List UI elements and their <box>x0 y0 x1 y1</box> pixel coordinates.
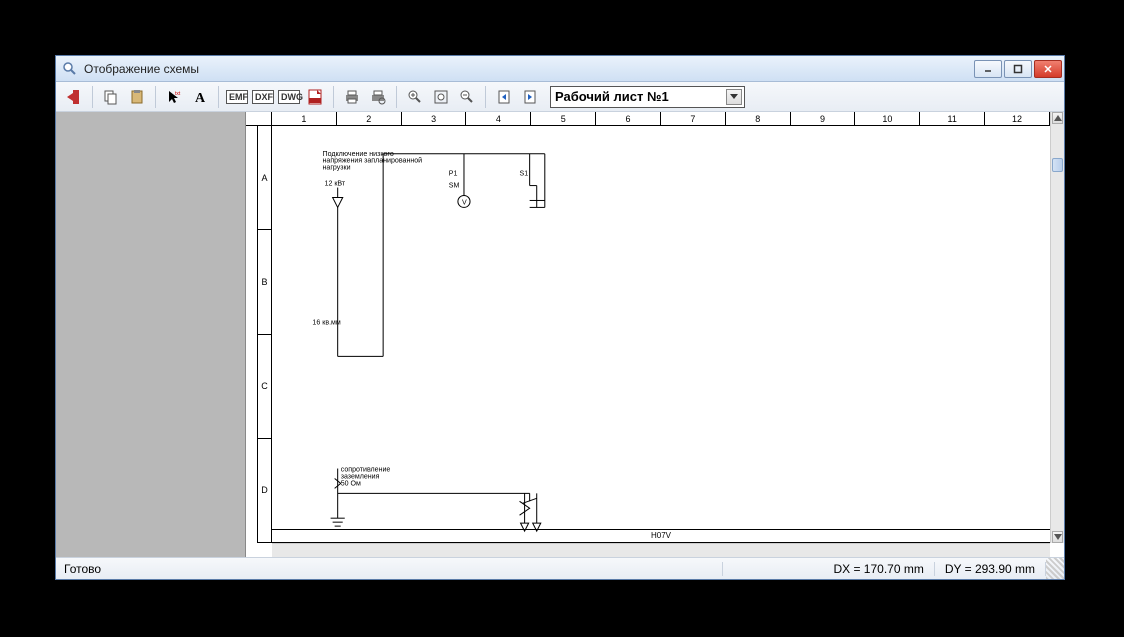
app-window: Отображение схемы txt A <box>55 55 1065 580</box>
copy-button[interactable] <box>99 85 123 109</box>
statusbar: Готово DX = 170.70 mm DY = 293.90 mm <box>56 557 1064 579</box>
scroll-down-icon[interactable] <box>1052 531 1063 543</box>
exit-button[interactable] <box>62 85 86 109</box>
separator <box>333 86 334 108</box>
close-button[interactable] <box>1034 60 1062 78</box>
zoom-window-button[interactable] <box>429 85 453 109</box>
text-tool[interactable]: A <box>188 85 212 109</box>
work-area: 1 2 3 4 5 6 7 8 9 10 11 12 <box>56 112 1064 557</box>
dropdown-arrow-icon <box>726 89 742 105</box>
svg-text:S1: S1 <box>520 171 529 178</box>
separator <box>92 86 93 108</box>
svg-text:A: A <box>195 91 206 105</box>
canvas-area: 1 2 3 4 5 6 7 8 9 10 11 12 <box>246 112 1064 557</box>
print-preview-button[interactable] <box>366 85 390 109</box>
separator <box>485 86 486 108</box>
ruler-row: D <box>258 439 271 543</box>
vertical-ruler-outer <box>246 126 258 543</box>
export-emf-button[interactable]: EMF <box>225 85 249 109</box>
ruler-col: 1 <box>272 112 337 125</box>
export-dwg-button[interactable]: DWG <box>277 85 301 109</box>
ruler-col: 9 <box>791 112 856 125</box>
window-title: Отображение схемы <box>84 62 974 76</box>
export-pdf-button[interactable] <box>303 85 327 109</box>
ruler-corner <box>246 112 272 126</box>
dwg-label: DWG <box>278 90 300 104</box>
horizontal-ruler: 1 2 3 4 5 6 7 8 9 10 11 12 <box>272 112 1050 126</box>
zoom-in-button[interactable] <box>403 85 427 109</box>
ruler-col: 12 <box>985 112 1050 125</box>
dxf-label: DXF <box>252 90 274 104</box>
toolbar: txt A EMF DXF DWG <box>56 82 1064 112</box>
vertical-ruler: A B C D <box>258 126 272 543</box>
svg-text:нагрузки: нагрузки <box>323 165 351 172</box>
next-page-button[interactable] <box>518 85 542 109</box>
window-controls <box>974 60 1062 78</box>
svg-text:заземления: заземления <box>341 474 380 481</box>
svg-text:Подключение низкого: Подключение низкого <box>323 151 394 158</box>
paste-button[interactable] <box>125 85 149 109</box>
svg-text:P1: P1 <box>449 171 458 178</box>
ruler-col: 10 <box>855 112 920 125</box>
status-dx: DX = 170.70 mm <box>823 562 934 576</box>
emf-label: EMF <box>226 90 248 104</box>
separator <box>155 86 156 108</box>
export-dxf-button[interactable]: DXF <box>251 85 275 109</box>
ruler-col: 8 <box>726 112 791 125</box>
svg-text:12 кВт: 12 кВт <box>325 181 346 188</box>
scroll-thumb[interactable] <box>1052 158 1063 172</box>
app-icon <box>62 61 78 77</box>
status-ready: Готово <box>56 562 723 576</box>
ruler-col: 5 <box>531 112 596 125</box>
ruler-col: 3 <box>402 112 467 125</box>
svg-text:напряжения запланированной: напряжения запланированной <box>323 157 423 165</box>
svg-text:16 кв.мм: 16 кв.мм <box>312 320 341 327</box>
pointer-tool[interactable]: txt <box>162 85 186 109</box>
separator <box>218 86 219 108</box>
ruler-col: 11 <box>920 112 985 125</box>
resize-grip-icon[interactable] <box>1046 558 1064 579</box>
ruler-col: 7 <box>661 112 726 125</box>
svg-text:V: V <box>462 199 467 206</box>
horizontal-scrollbar[interactable] <box>272 543 1050 557</box>
separator <box>396 86 397 108</box>
ruler-col: 6 <box>596 112 661 125</box>
side-panel <box>56 112 246 557</box>
ruler-col: 2 <box>337 112 402 125</box>
vertical-scrollbar[interactable] <box>1050 112 1064 543</box>
status-dy: DY = 293.90 mm <box>935 562 1046 576</box>
zoom-out-button[interactable] <box>455 85 479 109</box>
scroll-up-icon[interactable] <box>1052 112 1063 124</box>
ruler-row: B <box>258 230 271 334</box>
ruler-col: 4 <box>466 112 531 125</box>
ruler-row: A <box>258 126 271 230</box>
print-button[interactable] <box>340 85 364 109</box>
drawing-canvas[interactable]: Подключение низкого напряжения запланиро… <box>272 126 1050 543</box>
prev-page-button[interactable] <box>492 85 516 109</box>
svg-text:сопротивление: сопротивление <box>341 467 391 474</box>
sheet-selected-label: Рабочий лист №1 <box>555 89 669 104</box>
minimize-button[interactable] <box>974 60 1002 78</box>
svg-text:txt: txt <box>175 91 181 97</box>
bottom-label-text: H07V <box>651 531 671 540</box>
bottom-frame-label: H07V <box>272 529 1050 543</box>
ruler-row: C <box>258 335 271 439</box>
maximize-button[interactable] <box>1004 60 1032 78</box>
svg-text:50 Ом: 50 Ом <box>341 480 361 487</box>
titlebar: Отображение схемы <box>56 56 1064 82</box>
svg-text:SM: SM <box>449 183 460 190</box>
schematic-svg: Подключение низкого напряжения запланиро… <box>272 126 1050 543</box>
sheet-selector[interactable]: Рабочий лист №1 <box>550 86 745 108</box>
